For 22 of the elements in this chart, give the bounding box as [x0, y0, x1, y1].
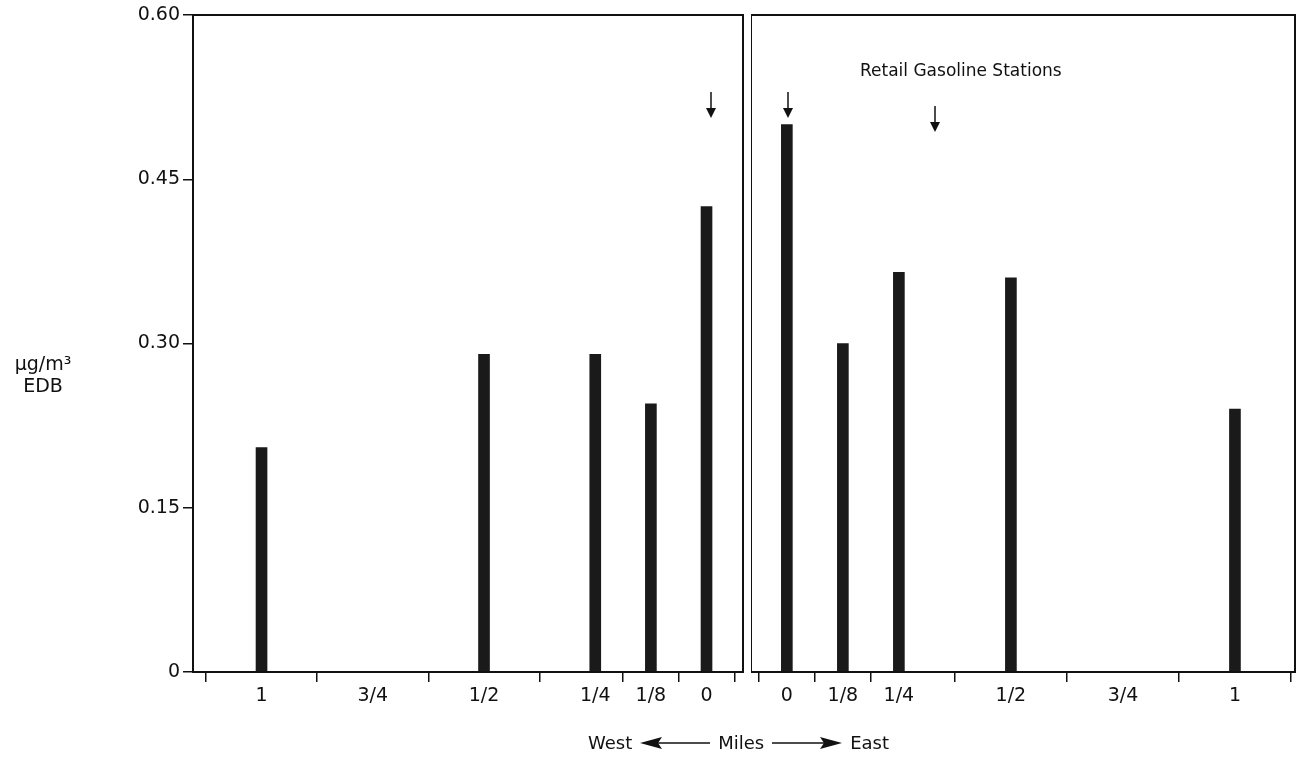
- x-tick-label: 1: [1228, 683, 1241, 706]
- x-tick-label: 1/4: [883, 683, 915, 706]
- x-tick-label: 1/2: [995, 683, 1027, 706]
- x-tick-label: 0: [700, 683, 713, 706]
- y-tick-label: 0.45: [137, 166, 180, 189]
- x-axis-title: East: [850, 732, 890, 753]
- x-tick-label: 3/4: [1107, 683, 1139, 706]
- y-tick-label: 0.15: [137, 494, 180, 517]
- x-tick-label: 1: [255, 683, 268, 706]
- y-tick-label: 0: [167, 658, 180, 681]
- y-tick-label: 0.30: [137, 330, 180, 353]
- x-tick-label: 1/8: [827, 683, 859, 706]
- text: Miles: [718, 732, 765, 753]
- y-axis-title: μg/m³ EDB: [13, 352, 73, 396]
- annotation: Retail Gasoline Stations: [860, 60, 1062, 80]
- x-tick-label: 0: [780, 683, 793, 706]
- x-axis-title: West: [587, 732, 633, 753]
- x-tick-label: 3/4: [357, 683, 389, 706]
- x-tick-label: 1/4: [579, 683, 611, 706]
- y-tick-label: 0.60: [137, 1, 180, 24]
- x-tick-label: 1/8: [635, 683, 667, 706]
- x-tick-label: 1/2: [468, 683, 500, 706]
